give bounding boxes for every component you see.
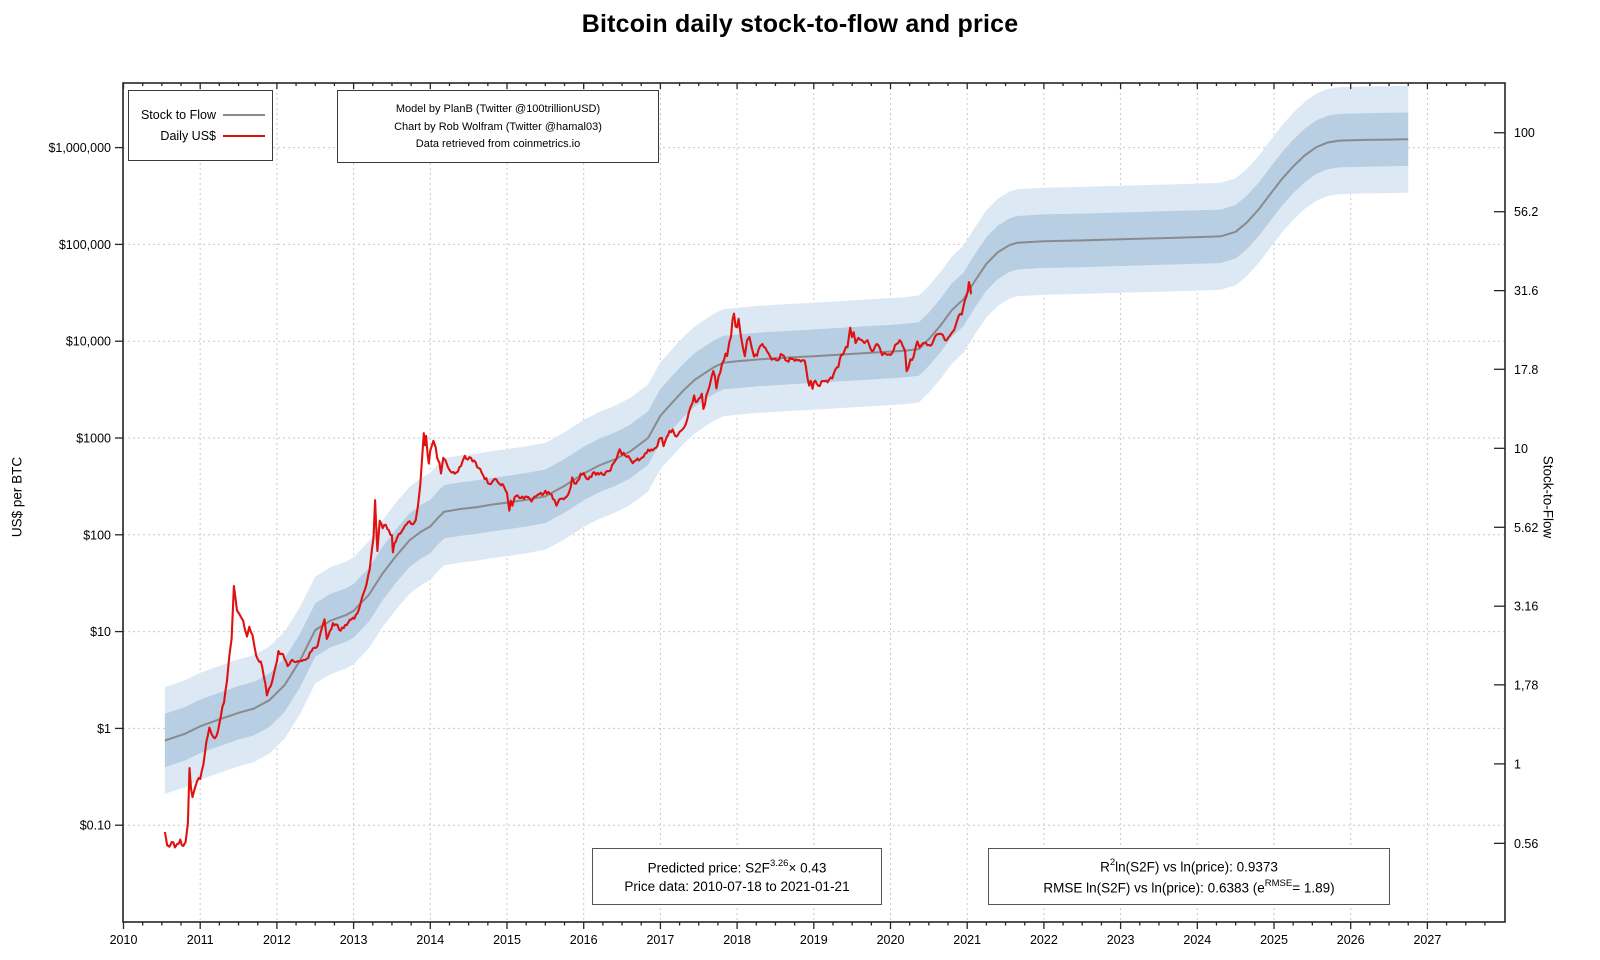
series-layer xyxy=(163,85,1409,849)
x-tick-label-2016: 2016 xyxy=(570,933,598,947)
x-tick-label-2026: 2026 xyxy=(1337,933,1365,947)
x-tick-label-2022: 2022 xyxy=(1030,933,1058,947)
price-path xyxy=(163,280,973,849)
price-data-range-line: Price data: 2010-07-18 to 2021-01-21 xyxy=(624,879,850,895)
x-tick-label-2018: 2018 xyxy=(723,933,751,947)
x-tick-label-2013: 2013 xyxy=(340,933,368,947)
page-title: Bitcoin daily stock-to-flow and price xyxy=(581,10,1019,38)
axis-ticks xyxy=(115,83,1505,929)
legend-label-daily-usd: Daily US$ xyxy=(160,129,216,143)
y-left-tick-label-10000: $10,000 xyxy=(66,335,111,349)
x-tick-label-2025: 2025 xyxy=(1260,933,1288,947)
x-tick-label-2020: 2020 xyxy=(877,933,905,947)
y-left-tick-label-100000: $100,000 xyxy=(59,238,111,252)
y-right-tick-label-1: 1 xyxy=(1514,757,1521,771)
confidence-band-inner xyxy=(164,112,1409,768)
y-right-tick-label-10: 10 xyxy=(1514,442,1528,456)
y-left-tick-label-100: $100 xyxy=(83,528,111,542)
x-tick-label-2014: 2014 xyxy=(416,933,444,947)
daily-usd-line-sample xyxy=(223,134,265,138)
model-formula-box: Predicted price: S2F3.26× 0.43 Price dat… xyxy=(592,848,882,905)
y-left-tick-label-10: $10 xyxy=(90,625,111,639)
y-right-tick-label-56.2: 56.2 xyxy=(1514,205,1538,219)
rmse-line: RMSE ln(S2F) vs ln(price): 0.6383 (eRMSE… xyxy=(1043,877,1335,896)
left-axis-title: US$ per BTC xyxy=(9,456,25,538)
legend-item-stock-to-flow: Stock to Flow xyxy=(129,108,272,122)
band-2-rmse xyxy=(164,85,1409,794)
credits-box: Model by PlanB (Twitter @100trillionUSD)… xyxy=(337,90,659,163)
x-tick-label-2011: 2011 xyxy=(187,933,214,947)
legend-item-daily-usd: Daily US$ xyxy=(129,129,272,143)
x-tick-label-2023: 2023 xyxy=(1107,933,1135,947)
fit-statistics-box: R2ln(S2F) vs ln(price): 0.9373 RMSE ln(S… xyxy=(988,848,1390,905)
y-right-tick-label-100: 100 xyxy=(1514,126,1535,140)
y-left-tick-label-1: $1 xyxy=(97,722,111,736)
band-1-rmse xyxy=(164,112,1409,768)
y-right-tick-label-3.16: 3.16 xyxy=(1514,600,1538,614)
x-tick-label-2027: 2027 xyxy=(1413,933,1441,947)
confidence-band-outer xyxy=(164,85,1409,794)
legend-label-stock-to-flow: Stock to Flow xyxy=(140,108,216,122)
credit-data: Data retrieved from coinmetrics.io xyxy=(415,138,581,150)
legend: Stock to Flow Daily US$ xyxy=(128,90,273,161)
credit-chart: Chart by Rob Wolfram (Twitter @hamal03) xyxy=(394,120,602,133)
x-tick-label-2021: 2021 xyxy=(953,933,981,947)
y-left-tick-label-1000000: $1,000,000 xyxy=(48,141,111,155)
credit-model: Model by PlanB (Twitter @100trillionUSD) xyxy=(395,103,601,115)
daily-price-line xyxy=(163,280,973,849)
y-right-tick-label-5.62: 5.62 xyxy=(1514,521,1538,535)
y-right-tick-label-17.8: 17.8 xyxy=(1514,363,1538,377)
x-tick-label-2010: 2010 xyxy=(110,933,138,947)
x-tick-label-2024: 2024 xyxy=(1183,933,1211,947)
x-tick-label-2019: 2019 xyxy=(800,933,828,947)
axis-tick-labels: 2010 2011 2012 2013 2014 2015 2016 2017 2018 2019… xyxy=(48,126,1538,947)
x-tick-label-2015: 2015 xyxy=(493,933,521,947)
stock-to-flow-line-sample xyxy=(223,113,265,117)
y-right-tick-label-0.56: 0.56 xyxy=(1514,837,1538,851)
x-tick-label-2012: 2012 xyxy=(263,933,291,947)
x-tick-label-2017: 2017 xyxy=(646,933,674,947)
y-right-tick-label-31.6: 31.6 xyxy=(1514,284,1538,298)
y-right-tick-label-1.78: 1,78 xyxy=(1514,678,1538,692)
model-formula-line: Predicted price: S2F3.26× 0.43 xyxy=(647,857,827,876)
y-left-tick-label-1000: $1000 xyxy=(76,432,111,446)
r-squared-line: R2ln(S2F) vs ln(price): 0.9373 xyxy=(1100,857,1278,875)
y-left-tick-label-0.1: $0.10 xyxy=(80,819,111,833)
right-axis-title: Stock-to-Flow xyxy=(1540,455,1556,539)
